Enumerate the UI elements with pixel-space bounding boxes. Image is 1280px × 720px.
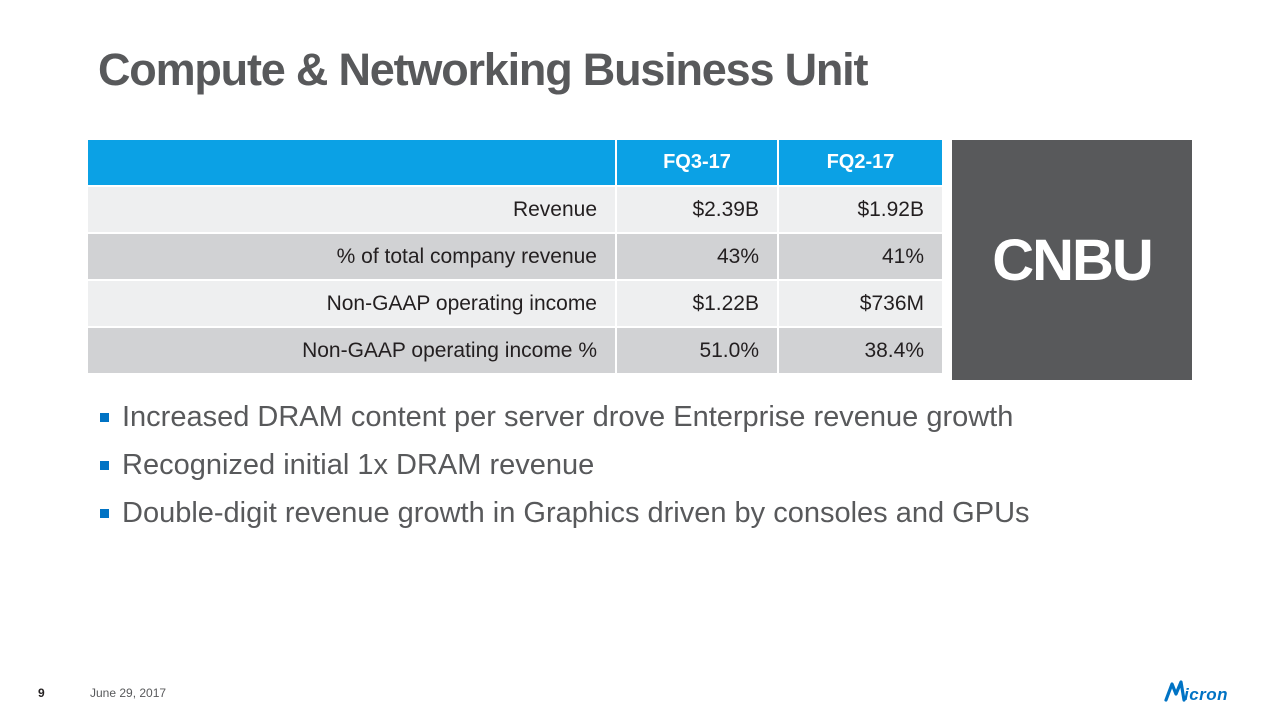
slide-title: Compute & Networking Business Unit xyxy=(98,44,868,95)
value-fq2-17: $1.92B xyxy=(778,186,944,234)
micron-logo: icron xyxy=(1164,680,1228,704)
list-item: Double-digit revenue growth in Graphics … xyxy=(100,489,1030,537)
value-fq3-17: $2.39B xyxy=(616,186,779,234)
bullet-text: Recognized initial 1x DRAM revenue xyxy=(122,449,595,481)
table-row: Non-GAAP operating income % 51.0% 38.4% xyxy=(88,327,944,375)
table-row: % of total company revenue 43% 41% xyxy=(88,233,944,281)
square-bullet-icon xyxy=(100,412,109,422)
value-fq3-17: 51.0% xyxy=(616,327,779,375)
slide-date: June 29, 2017 xyxy=(90,686,167,700)
metrics-table: FQ3-17 FQ2-17 Revenue $2.39B $1.92B % of… xyxy=(88,140,944,375)
svg-text:icron: icron xyxy=(1184,685,1228,704)
square-bullet-icon xyxy=(100,508,109,518)
table-header-row: FQ3-17 FQ2-17 xyxy=(88,140,944,187)
table-row: Non-GAAP operating income $1.22B $736M xyxy=(88,280,944,328)
value-fq2-17: $736M xyxy=(778,280,944,328)
row-label: Non-GAAP operating income % xyxy=(88,327,617,375)
value-fq3-17: 43% xyxy=(616,233,779,281)
cnbu-badge: CNBU xyxy=(952,140,1192,380)
page-number: 9 xyxy=(38,686,45,700)
value-fq3-17: $1.22B xyxy=(616,280,779,328)
list-item: Increased DRAM content per server drove … xyxy=(100,393,1030,441)
list-item: Recognized initial 1x DRAM revenue xyxy=(100,441,1030,489)
row-label: Revenue xyxy=(88,186,617,234)
row-label: % of total company revenue xyxy=(88,233,617,281)
cnbu-badge-text: CNBU xyxy=(992,227,1154,293)
value-fq2-17: 41% xyxy=(778,233,944,281)
header-cell-empty xyxy=(88,140,617,187)
value-fq2-17: 38.4% xyxy=(778,327,944,375)
square-bullet-icon xyxy=(100,460,109,470)
bullet-text: Double-digit revenue growth in Graphics … xyxy=(122,497,1030,529)
bullet-list: Increased DRAM content per server drove … xyxy=(100,393,1030,537)
bullet-text: Increased DRAM content per server drove … xyxy=(122,401,1014,433)
header-cell-fq2-17: FQ2-17 xyxy=(778,140,944,187)
header-cell-fq3-17: FQ3-17 xyxy=(616,140,779,187)
row-label: Non-GAAP operating income xyxy=(88,280,617,328)
table-row: Revenue $2.39B $1.92B xyxy=(88,186,944,234)
